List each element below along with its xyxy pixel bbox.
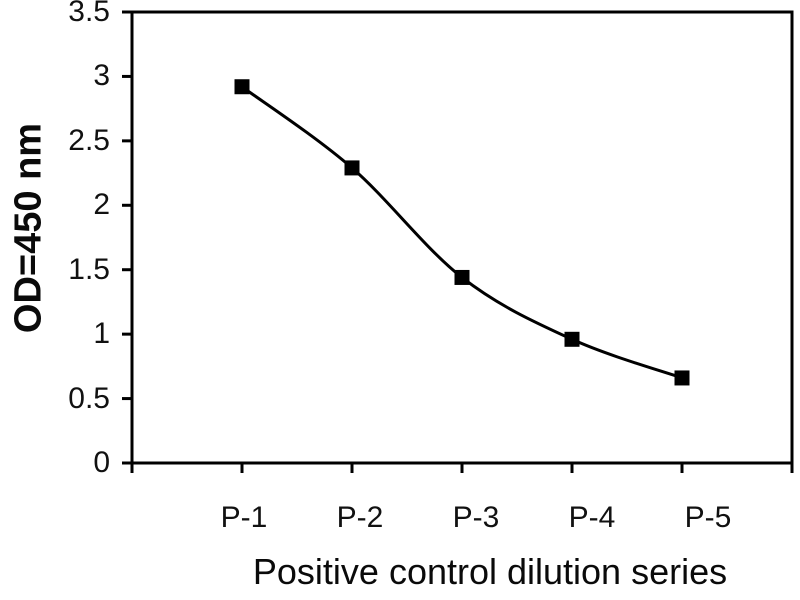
y-tick-label: 1	[93, 317, 110, 351]
y-tick-label: 3.5	[68, 0, 110, 28]
y-tick-label: 0.5	[68, 381, 110, 415]
x-tick-label: P-4	[568, 501, 616, 534]
plot-frame	[130, 10, 794, 465]
y-tick-label: 3	[93, 59, 110, 93]
series-line	[240, 85, 684, 380]
data-point-marker-P-3	[454, 269, 470, 285]
y-tick-label: 2.5	[68, 123, 110, 157]
x-axis-title: Positive control dilution series	[252, 551, 728, 592]
x-tick-label: P-1	[220, 501, 268, 534]
y-tick-label: 1.5	[68, 252, 110, 286]
y-tick-label: 0	[93, 446, 110, 479]
data-point-marker-P-1	[234, 79, 250, 95]
y-tick-label: 2	[93, 188, 110, 222]
data-point-marker-P-4	[564, 331, 580, 347]
x-tick-label: P-5	[684, 501, 732, 534]
x-tick-label: P-3	[452, 501, 500, 534]
data-point-marker-P-5	[674, 370, 690, 386]
x-tick-label: P-2	[336, 501, 384, 534]
data-point-marker-P-2	[344, 160, 360, 176]
